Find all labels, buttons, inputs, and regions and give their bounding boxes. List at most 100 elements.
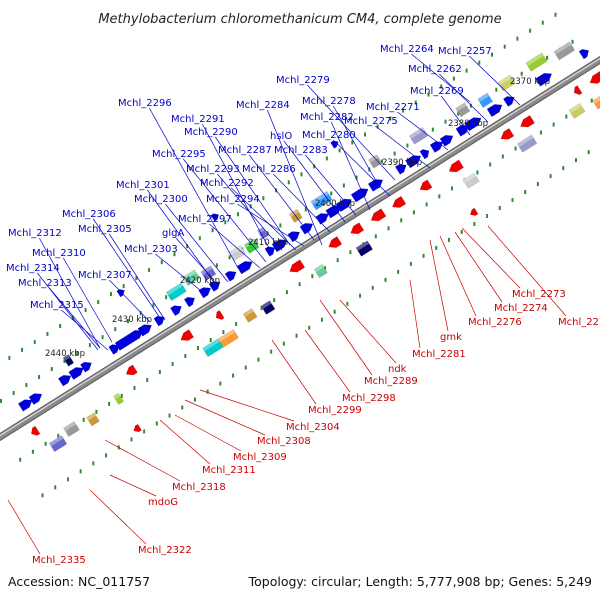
forward-gene-label: Mchl_2264 xyxy=(380,44,434,55)
tick-dot xyxy=(376,124,379,129)
leader-line xyxy=(109,233,166,321)
tick-dot xyxy=(333,309,336,314)
feature-block-shape xyxy=(48,435,68,453)
feature-block xyxy=(217,329,239,348)
feature-block-shape xyxy=(182,269,201,286)
tick-dot xyxy=(574,158,577,163)
tick-dot xyxy=(155,421,158,426)
feature-block-shape xyxy=(200,265,217,281)
forward-gene-shape xyxy=(503,96,515,107)
leader-line xyxy=(7,499,41,555)
reverse-gene-label: Mchl_2308 xyxy=(257,436,311,447)
feature-block-sheen xyxy=(355,240,370,251)
reverse-gene-label: Mchl_2309 xyxy=(233,452,287,463)
tick-dot xyxy=(440,84,443,89)
tick-dot xyxy=(33,339,36,344)
forward-gene-shape xyxy=(315,213,329,225)
forward-gene-label: Mchl_2307 xyxy=(78,270,132,281)
leader-line xyxy=(330,121,371,211)
tick-dot xyxy=(300,172,303,177)
tick-dot xyxy=(325,156,328,161)
leader-line xyxy=(149,107,239,269)
isolated-gene-shape xyxy=(470,207,479,216)
forward-gene-shape xyxy=(224,271,237,282)
tick-dot xyxy=(222,330,225,335)
tick-dot xyxy=(587,150,590,155)
forward-gene-label: Mchl_2297 xyxy=(178,214,232,225)
feature-block-shape xyxy=(257,226,269,240)
feature-block-sheen xyxy=(462,172,477,183)
kbp-tick-label: 2370 kbp xyxy=(510,77,550,87)
tick-dot xyxy=(50,367,53,372)
forward-gene xyxy=(208,281,221,292)
reverse-gene xyxy=(589,70,600,84)
forward-gene xyxy=(486,104,503,118)
tick-dot xyxy=(514,146,517,151)
leader-line xyxy=(305,154,357,216)
feature-block-sheen xyxy=(63,421,77,432)
feature-block xyxy=(182,269,201,286)
forward-gene-label: Mchl_2294 xyxy=(206,194,260,205)
feature-block-sheen xyxy=(182,269,197,281)
forward-gene xyxy=(464,117,482,132)
feature-block-sheen xyxy=(200,265,213,275)
forward-gene-label: Mchl_2291 xyxy=(171,114,225,125)
tick-dot xyxy=(409,261,412,266)
backbone-ring-highlight xyxy=(0,57,600,437)
forward-gene xyxy=(28,393,43,405)
tick-dot xyxy=(355,175,358,180)
feature-block-sheen xyxy=(86,412,97,421)
tick-dot xyxy=(524,190,527,195)
forward-gene-shape xyxy=(170,305,182,316)
tick-dot xyxy=(165,295,168,300)
reverse-gene-shape xyxy=(500,128,515,140)
tick-dot xyxy=(209,338,212,343)
tick-dot xyxy=(473,221,476,226)
tick-dot xyxy=(422,253,425,258)
reverse-gene-label: Mchl_2322 xyxy=(138,545,192,556)
reverse-gene xyxy=(448,159,464,173)
forward-gene xyxy=(170,305,182,316)
tick-dot xyxy=(397,269,400,274)
forward-gene-label: Mchl_2290 xyxy=(184,127,238,138)
feature-block xyxy=(592,95,600,110)
tick-dot xyxy=(171,361,174,366)
reverse-gene-label: Mchl_2299 xyxy=(308,405,362,416)
forward-gene-label: Mchl_2305 xyxy=(78,224,132,235)
leader-line xyxy=(304,329,351,393)
leader-line xyxy=(249,154,315,241)
leader-line xyxy=(165,203,229,283)
feature-block xyxy=(242,308,258,323)
tick-dot xyxy=(273,298,276,303)
tick-dot xyxy=(84,308,87,313)
tick-dot xyxy=(549,174,552,179)
reverse-gene-shape xyxy=(180,329,194,341)
figure-title: Methylobacterium chloromethanicum CM4, c… xyxy=(98,12,501,27)
reverse-gene-shape xyxy=(392,195,407,208)
feature-block-shape xyxy=(217,329,239,348)
tick-dot xyxy=(425,202,428,207)
feature-block xyxy=(63,421,80,437)
forward-gene-shape xyxy=(153,315,165,327)
leader-line xyxy=(237,203,305,247)
leader-line xyxy=(307,84,396,181)
forward-gene-shape xyxy=(578,49,589,60)
tick-dot xyxy=(501,154,504,159)
gene-labels: 2370 kbp 2380 kbp 2390 kbp 2400 kbp 2410 kbp… xyxy=(6,44,600,566)
leader-line xyxy=(37,272,99,351)
leader-line xyxy=(175,237,215,281)
tick-dot xyxy=(79,469,82,474)
accession-label: Accession: NC_011757 xyxy=(8,574,150,589)
forward-gene-label: Mchl_2257 xyxy=(438,46,492,57)
leader-line xyxy=(174,414,242,452)
feature-block xyxy=(553,41,576,61)
forward-gene xyxy=(287,231,300,243)
leader-line xyxy=(215,136,291,246)
forward-gene-shape xyxy=(486,104,503,118)
reverse-gene-shape xyxy=(448,159,464,173)
forward-gene xyxy=(455,124,470,137)
tick-dot xyxy=(88,343,91,348)
tick-dot xyxy=(374,234,377,239)
tick-dot xyxy=(384,277,387,282)
